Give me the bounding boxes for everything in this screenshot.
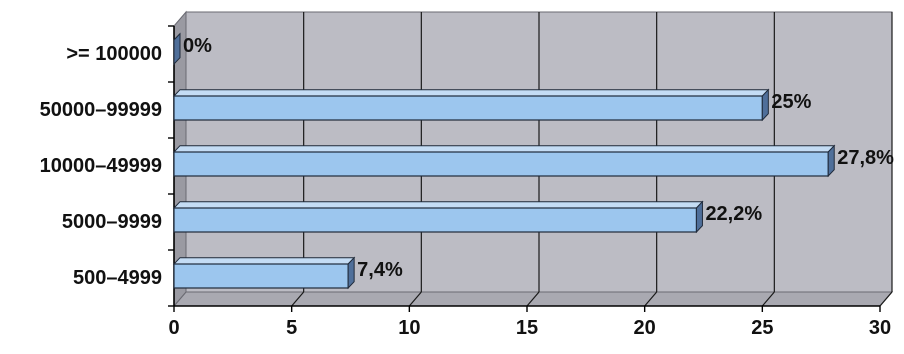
data-label: 22,2% [705, 203, 762, 225]
category-label: 500–4999 [73, 267, 162, 289]
bar [172, 144, 836, 178]
x-tick-label: 0 [168, 317, 179, 339]
category-label: 10000–49999 [40, 155, 162, 177]
x-tick-label: 5 [286, 317, 297, 339]
gridline-floor [526, 291, 540, 307]
x-tick-label: 25 [751, 317, 773, 339]
category-label: 50000–99999 [40, 99, 162, 121]
gridline-floor [291, 291, 305, 307]
category-label: >= 100000 [66, 43, 162, 65]
x-tick-label: 30 [869, 317, 891, 339]
bar-side [827, 144, 835, 178]
data-label: 7,4% [357, 259, 403, 281]
bar [172, 256, 356, 290]
gridline-floor [761, 291, 775, 307]
bar-side [695, 200, 703, 234]
bars [172, 32, 836, 290]
bar-front [173, 151, 829, 177]
x-tick-label: 15 [516, 317, 538, 339]
labels: 0 5 10 15 20 25 30 500–4999 7,4% 5000–9999 22,2% 10… [40, 35, 895, 339]
bar-top [172, 145, 836, 153]
data-label: 27,8% [837, 147, 894, 169]
bar-side [173, 32, 181, 66]
gridline-floor [408, 291, 422, 307]
bar-front [173, 207, 698, 233]
x-tick-label: 10 [398, 317, 420, 339]
bar-front [173, 263, 349, 289]
bar [173, 32, 181, 66]
x-tick-label: 20 [634, 317, 656, 339]
bar-top [172, 257, 356, 265]
bar-side [761, 88, 769, 122]
gridline-floor [879, 291, 893, 307]
category-label: 5000–9999 [62, 211, 162, 233]
data-label: 0% [183, 35, 212, 57]
data-label: 25% [771, 91, 811, 113]
bar-side [347, 256, 355, 290]
bar-top [172, 201, 704, 209]
bar [172, 200, 704, 234]
bar-top [172, 89, 770, 97]
gridline-floor [644, 291, 658, 307]
bar [172, 88, 770, 122]
bar-front [173, 95, 763, 121]
